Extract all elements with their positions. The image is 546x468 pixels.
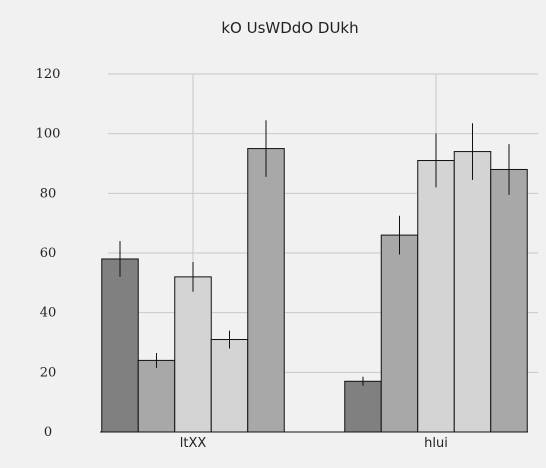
y-tick-label: 60 — [40, 246, 57, 261]
bar — [210, 339, 249, 433]
bar — [174, 276, 212, 433]
x-tick-label: ltXX — [180, 436, 207, 451]
y-tick-label: 80 — [40, 186, 57, 201]
bar — [101, 258, 139, 433]
y-tick-label: 0 — [44, 425, 52, 440]
y-tick-label: 40 — [40, 306, 57, 321]
error-bars — [119, 120, 510, 386]
y-tick-label: 120 — [36, 67, 61, 82]
bar — [247, 148, 285, 433]
bar — [453, 151, 492, 433]
bar — [380, 234, 419, 433]
bar — [344, 380, 382, 433]
bar — [137, 359, 176, 433]
tick-labels: 0 20 40 60 80 100 120 ltXX hlui — [36, 67, 448, 451]
bar — [490, 168, 528, 433]
bar — [417, 160, 455, 433]
y-tick-label: 100 — [36, 127, 61, 142]
x-tick-label: hlui — [424, 436, 448, 451]
bars — [101, 148, 528, 433]
chart-title: kO UsWDdO DUkh — [221, 19, 358, 37]
y-tick-label: 20 — [40, 365, 57, 380]
